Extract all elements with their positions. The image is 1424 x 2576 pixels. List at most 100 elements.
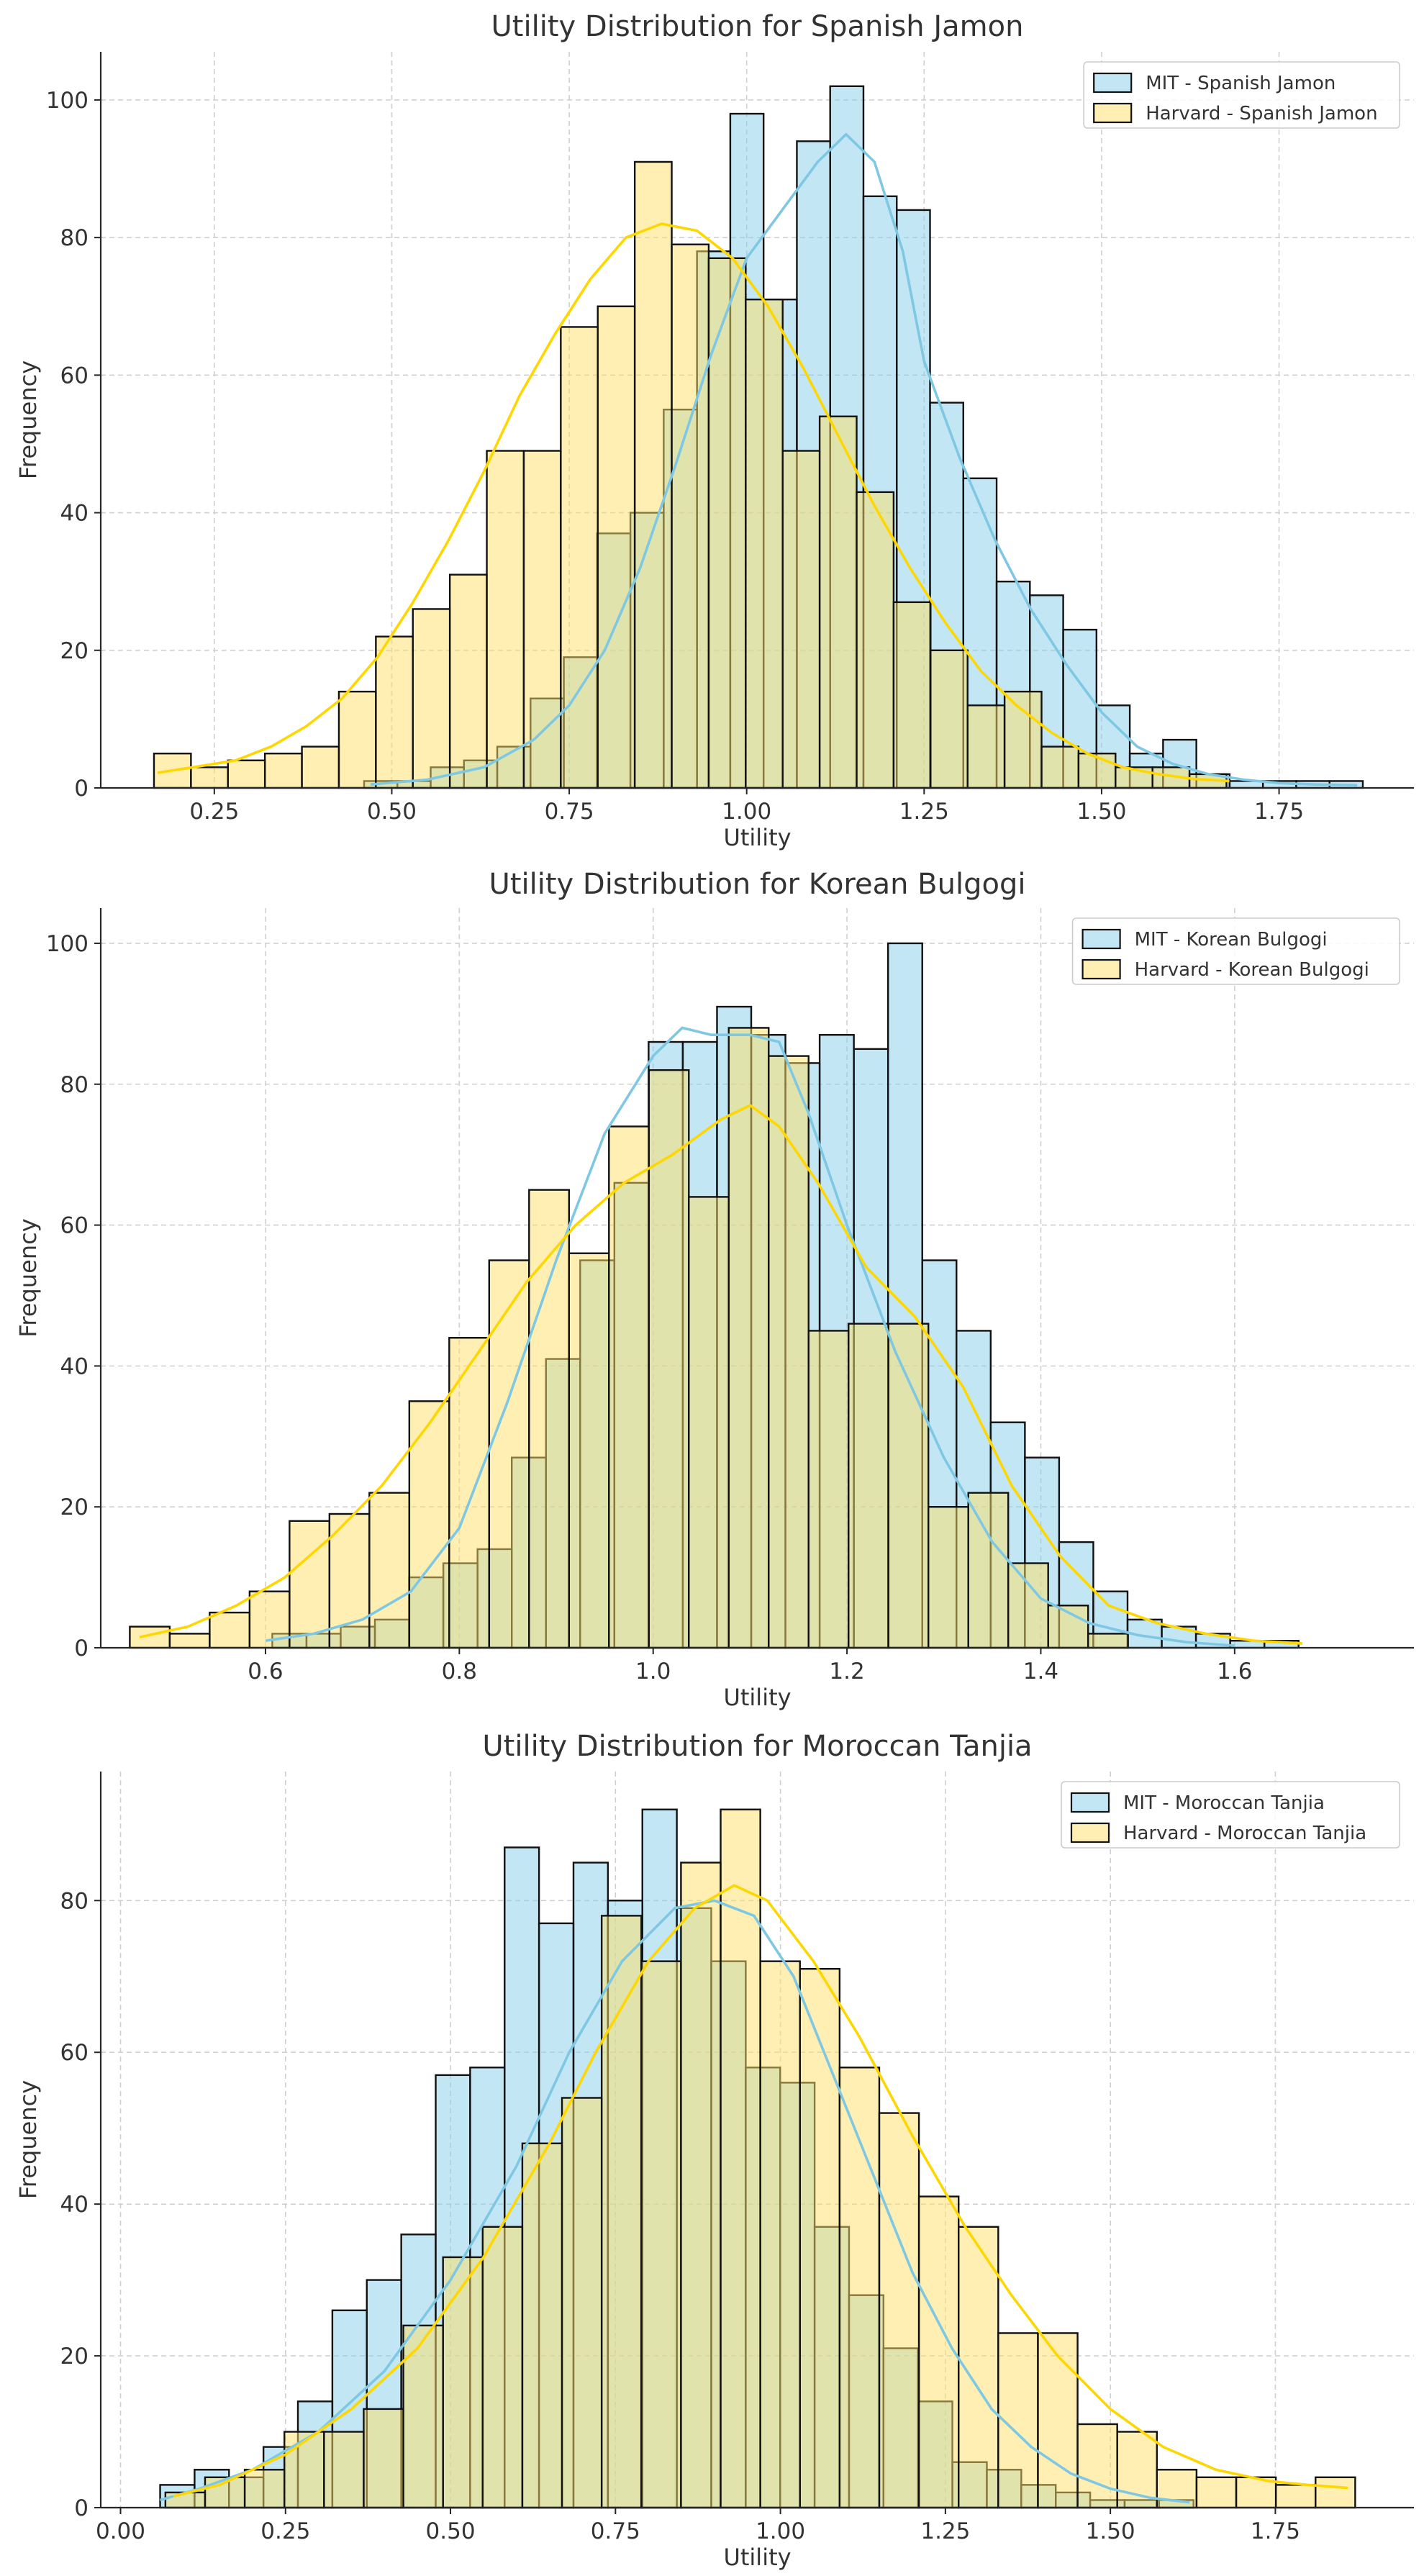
histogram-bar: [680, 1861, 722, 2509]
histogram-bar: [1116, 2431, 1158, 2509]
histogram-bar: [488, 1259, 530, 1649]
x-tick-label: 0.6: [248, 1659, 283, 1684]
histogram-bar: [328, 1513, 371, 1649]
histogram-bar: [781, 450, 821, 789]
x-tick-label: 0.50: [426, 2518, 476, 2544]
kde-line-series-1: [157, 222, 1230, 783]
series-1-bars: [129, 1027, 1129, 1649]
y-tick-label: 80: [60, 1072, 89, 1098]
y-tick-label: 60: [60, 1213, 89, 1239]
x-tick-label: 1.50: [1076, 799, 1126, 825]
histogram-bar: [966, 704, 1006, 789]
histogram-bar: [337, 690, 377, 789]
histogram-bar: [1315, 2476, 1356, 2509]
kde-line-series-0: [160, 1899, 1190, 2504]
x-axis-label: Utility: [723, 1684, 791, 1711]
histogram-bar: [688, 1196, 730, 1649]
histogram-bar: [227, 759, 266, 789]
y-axis-label: Frequency: [14, 1218, 42, 1337]
histogram-bar: [442, 2256, 484, 2509]
histogram-bar: [1076, 2423, 1118, 2509]
y-tick-label: 40: [60, 2192, 89, 2218]
x-axis-label: Utility: [723, 824, 791, 851]
x-tick-label: 0.50: [367, 799, 417, 825]
legend-entry-1: Harvard - Korean Bulgogi: [1135, 959, 1369, 981]
histogram-bar: [164, 2491, 207, 2509]
legend-swatch: [1070, 1822, 1110, 1843]
legend-entry-0: MIT - Moroccan Tanjia: [1123, 1792, 1325, 1814]
histogram-bar: [967, 1492, 1010, 1649]
legend-swatch: [1093, 72, 1133, 94]
histogram-bar: [448, 573, 488, 789]
x-tick-label: 0.25: [260, 2518, 310, 2544]
y-axis-label: Frequency: [14, 360, 42, 479]
histogram-bar: [608, 1125, 650, 1649]
legend-entry-0: MIT - Spanish Jamon: [1146, 73, 1335, 94]
kde-line-series-1: [173, 1884, 1348, 2498]
legend-swatch: [1081, 958, 1121, 980]
histogram-bar: [745, 298, 784, 789]
legend-entry-0: MIT - Korean Bulgogi: [1135, 929, 1328, 951]
histogram-bar: [561, 2097, 603, 2509]
histogram-bar: [759, 1960, 801, 2509]
kde-line-series-0: [265, 1026, 1235, 1647]
panel-moroccan-tanjia: Utility Distribution for Moroccan Tanjia…: [14, 1730, 1414, 2571]
legend-swatch: [1081, 928, 1121, 950]
x-tick-label: 0.00: [96, 2518, 145, 2544]
panel-title: Utility Distribution for Moroccan Tanjia: [482, 1730, 1032, 1763]
y-axis-label: Frequency: [14, 2080, 42, 2199]
histogram-bar: [190, 766, 229, 789]
y-tick-label: 20: [60, 1495, 89, 1520]
histogram-bar: [928, 1505, 969, 1649]
histogram-bar: [402, 2324, 444, 2509]
x-tick-label: 1.4: [1023, 1659, 1058, 1684]
histogram-bar: [368, 1492, 411, 1649]
x-tick-label: 0.25: [189, 799, 239, 825]
y-tick-label: 40: [60, 501, 89, 527]
y-tick-label: 20: [60, 2344, 89, 2369]
histogram-bar: [1274, 2484, 1317, 2509]
histogram-bar: [807, 1330, 850, 1649]
histogram-bar: [930, 649, 969, 789]
histogram-bar: [528, 1189, 571, 1649]
y-tick-label: 20: [60, 638, 89, 664]
y-tick-label: 100: [46, 931, 89, 957]
histogram-bar: [1007, 1562, 1049, 1649]
histogram-bar: [799, 1968, 841, 2509]
histogram-bar: [301, 745, 340, 789]
x-tick-label: 1.25: [920, 2518, 970, 2544]
y-tick-label: 0: [74, 1636, 89, 1661]
panel-title: Utility Distribution for Spanish Jamon: [491, 10, 1024, 43]
legend-entry-1: Harvard - Spanish Jamon: [1146, 103, 1377, 124]
x-tick-label: 1.50: [1086, 2518, 1135, 2544]
histogram-bar: [917, 2195, 960, 2509]
histogram-bar: [289, 1520, 331, 1649]
histogram-bar: [284, 2431, 325, 2509]
histogram-bar: [568, 1252, 610, 1649]
x-tick-label: 1.0: [635, 1659, 671, 1684]
legend-box: [1083, 61, 1400, 129]
histogram-bar: [1040, 745, 1080, 789]
histogram-bar: [671, 243, 710, 789]
x-tick-label: 1.75: [1254, 799, 1304, 825]
histogram-bar: [375, 635, 414, 789]
panel-spanish-jamon: Utility Distribution for Spanish Jamon U…: [14, 10, 1414, 851]
histogram-bar: [323, 2431, 365, 2509]
histogram-bar: [481, 2226, 524, 2509]
x-tick-label: 0.75: [545, 799, 594, 825]
y-tick-label: 80: [60, 225, 89, 251]
y-tick-label: 0: [74, 2495, 89, 2521]
y-tick-label: 80: [60, 1888, 89, 1914]
histogram-bar: [1195, 2476, 1238, 2509]
histogram-bar: [129, 1625, 171, 1649]
histogram-bar: [640, 1960, 682, 2509]
kde-line-series-0: [370, 132, 1358, 786]
histogram-bar: [1047, 1605, 1089, 1649]
histogram-bar: [209, 1611, 251, 1649]
series-1-bars: [153, 160, 1228, 789]
histogram-bar: [600, 1915, 643, 2509]
histogram-bar: [1077, 752, 1117, 789]
y-tick-label: 40: [60, 1353, 89, 1379]
histogram-bar: [1087, 1633, 1129, 1649]
